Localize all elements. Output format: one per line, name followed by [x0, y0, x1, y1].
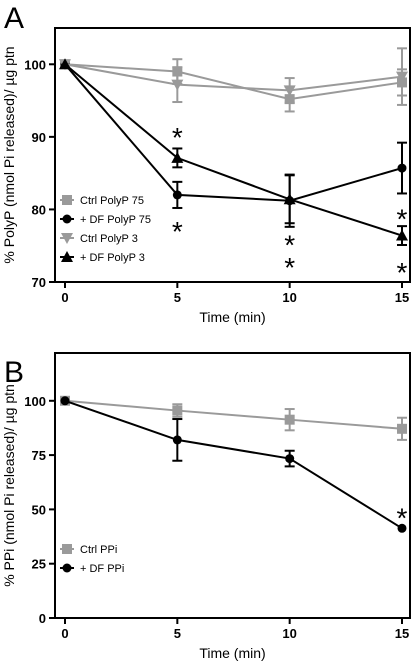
y-tick-label: 75 [32, 448, 46, 463]
legend-label: + DF PolyP 75 [80, 214, 151, 226]
legend-label: + DF PolyP 3 [80, 252, 145, 264]
x-tick-label: 5 [174, 290, 181, 305]
data-point [171, 151, 184, 163]
series-line [64, 63, 403, 92]
x-tick-label: 0 [61, 290, 68, 305]
y-tick-label: 25 [32, 557, 46, 572]
series-line [64, 63, 403, 237]
significance-star: * [172, 122, 183, 153]
data-point [172, 405, 183, 416]
legend-label: Ctrl PPi [80, 544, 117, 556]
data-point [284, 414, 295, 425]
y-tick-label: 0 [39, 611, 46, 626]
x-tick-label: 15 [395, 290, 409, 305]
panel-a: A 0 5 10 15 70 80 90 100 Time (min) % PolyP (nmol … [1, 2, 411, 325]
panel-b: B 0 5 10 15 0 25 50 75 100 Time (min) % PPi (nmol P… [1, 352, 411, 661]
panel-letter: A [4, 2, 24, 35]
y-tick-label: 70 [32, 275, 46, 290]
y-tick-label: 100 [24, 394, 46, 409]
series-line [64, 63, 403, 101]
x-axis-title: Time (min) [199, 309, 265, 325]
y-axis-title: % PPi (nmol Pi released)/ µg ptn [1, 384, 17, 587]
significance-star: * [397, 204, 408, 235]
y-tick-label: 80 [32, 202, 46, 217]
data-point [397, 423, 407, 434]
legend-marker [62, 544, 72, 554]
plot-frame [54, 27, 411, 283]
data-point [171, 79, 184, 91]
legend-marker [62, 195, 72, 205]
series-line [64, 399, 403, 430]
data-point [60, 396, 70, 406]
significance-star: * [397, 257, 408, 288]
x-tick-label: 0 [61, 626, 68, 641]
significance-star: * [284, 230, 295, 261]
x-tick-label: 15 [395, 626, 409, 641]
data-point [397, 163, 407, 173]
x-tick-label: 10 [282, 626, 296, 641]
x-axis-title: Time (min) [199, 645, 265, 661]
data-point [172, 190, 182, 200]
y-tick-label: 50 [32, 502, 46, 517]
y-tick-label: 100 [24, 57, 46, 72]
data-point [396, 71, 408, 83]
data-point [396, 229, 408, 241]
series [59, 58, 408, 246]
x-tick-label: 5 [174, 626, 181, 641]
panel-letter: B [4, 356, 24, 389]
data-point [283, 85, 296, 97]
legend-marker [61, 251, 73, 262]
legend-label: + DF PPi [80, 563, 124, 575]
data-point [285, 454, 295, 464]
significance-star: * [397, 503, 408, 534]
legend-label: Ctrl PolyP 3 [80, 233, 138, 245]
series-line [64, 63, 403, 202]
series [60, 396, 407, 533]
data-point [172, 435, 182, 445]
series-line [64, 399, 403, 530]
plot-frame [54, 352, 411, 619]
x-tick-label: 10 [282, 290, 296, 305]
series [59, 47, 408, 106]
legend-marker [62, 563, 72, 573]
data-point [397, 523, 407, 533]
y-axis-title: % PolyP (nmol Pi released)/ µg ptn [1, 46, 17, 263]
significance-star: * [172, 216, 183, 247]
y-tick-label: 90 [32, 130, 46, 145]
legend-marker [61, 233, 73, 244]
legend-label: Ctrl PolyP 75 [80, 195, 144, 207]
legend-marker [62, 214, 72, 224]
significance-star: * [284, 252, 295, 283]
data-point [283, 193, 296, 205]
data-point [59, 58, 71, 70]
